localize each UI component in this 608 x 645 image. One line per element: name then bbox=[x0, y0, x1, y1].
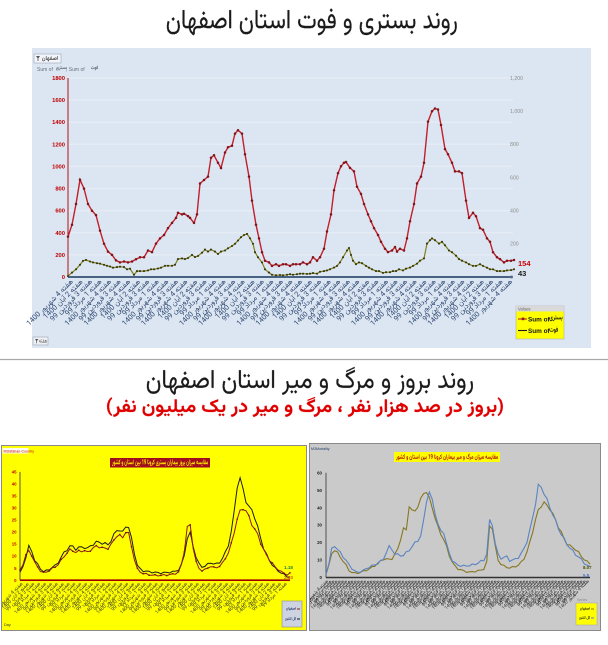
svg-text:35: 35 bbox=[12, 494, 17, 499]
svg-text:1000: 1000 bbox=[52, 164, 65, 170]
svg-text:Sum of: Sum of bbox=[528, 328, 551, 335]
svg-text:1,000: 1,000 bbox=[510, 109, 523, 115]
svg-text:1400: 1400 bbox=[52, 120, 65, 126]
svg-text:15: 15 bbox=[12, 542, 17, 547]
svg-text:1,200: 1,200 bbox=[510, 76, 523, 82]
svg-text:, Sum of: , Sum of bbox=[66, 67, 85, 73]
svg-text:30: 30 bbox=[317, 523, 322, 528]
svg-text:2.83: 2.83 bbox=[284, 575, 293, 580]
svg-text:30: 30 bbox=[12, 506, 17, 511]
svg-text:1800: 1800 bbox=[52, 76, 65, 82]
svg-text:154: 154 bbox=[518, 259, 531, 268]
svg-text:Sum of: Sum of bbox=[528, 317, 551, 324]
svg-text:0: 0 bbox=[14, 578, 17, 583]
svg-text:5.8: 5.8 bbox=[583, 573, 590, 578]
svg-text:25: 25 bbox=[12, 518, 17, 523]
svg-text:20: 20 bbox=[317, 540, 322, 545]
svg-text:Values: Values bbox=[518, 307, 531, 312]
svg-text:600: 600 bbox=[55, 209, 65, 215]
svg-text:43: 43 bbox=[518, 269, 526, 278]
svg-text:10: 10 bbox=[317, 558, 322, 563]
svg-text:Day: Day bbox=[4, 623, 11, 627]
svg-text:1200: 1200 bbox=[52, 142, 65, 148]
svg-text:Sum of: Sum of bbox=[37, 67, 53, 73]
svg-text:1.18: 1.18 bbox=[284, 565, 293, 570]
svg-text:600: 600 bbox=[510, 175, 519, 181]
svg-text:M3Isfahan-Country: M3Isfahan-Country bbox=[4, 449, 35, 453]
svg-text:8.07: 8.07 bbox=[583, 565, 592, 570]
svg-text:800: 800 bbox=[55, 187, 65, 193]
svg-text:0: 0 bbox=[320, 575, 323, 580]
svg-text:45: 45 bbox=[12, 470, 17, 475]
svg-text:1600: 1600 bbox=[52, 98, 65, 104]
svg-text:800: 800 bbox=[510, 142, 519, 148]
svg-text:0: 0 bbox=[510, 275, 513, 281]
svg-text:400: 400 bbox=[510, 209, 519, 215]
svg-text:50: 50 bbox=[317, 488, 322, 493]
svg-text:60: 60 bbox=[317, 470, 322, 475]
svg-text:0: 0 bbox=[62, 275, 65, 281]
svg-text:Series: Series bbox=[577, 598, 587, 602]
svg-text:20: 20 bbox=[12, 530, 17, 535]
svg-text:M3Mortality: M3Mortality bbox=[311, 447, 330, 451]
svg-text:200: 200 bbox=[510, 242, 519, 248]
svg-text:40: 40 bbox=[317, 505, 322, 510]
svg-text:40: 40 bbox=[12, 482, 17, 487]
svg-text:5: 5 bbox=[14, 566, 17, 571]
svg-text:400: 400 bbox=[55, 231, 65, 237]
svg-text:10: 10 bbox=[12, 554, 17, 559]
svg-text:200: 200 bbox=[55, 253, 65, 259]
